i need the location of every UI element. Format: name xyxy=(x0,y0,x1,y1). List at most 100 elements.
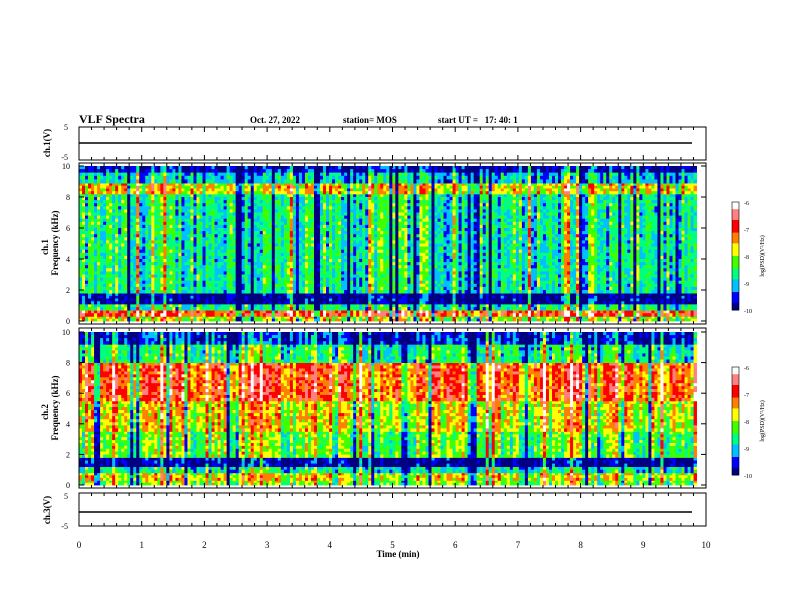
spectrogram-cell xyxy=(127,228,130,232)
spectrogram-cell xyxy=(651,304,654,308)
spectrogram-cell xyxy=(160,310,163,314)
spectrogram-cell xyxy=(591,316,594,319)
spectrogram-cell xyxy=(242,206,245,210)
spectrogram-cell xyxy=(606,231,609,235)
spectrogram-cell xyxy=(296,203,299,207)
spectrogram-cell xyxy=(392,222,395,226)
spectrogram-cell xyxy=(419,299,422,302)
spectrogram-cell xyxy=(317,301,320,304)
spectrogram-cell xyxy=(236,313,239,317)
spectrogram-cell xyxy=(480,299,483,302)
spectrogram-cell xyxy=(383,304,386,308)
spectrogram-cell xyxy=(227,234,230,238)
spectrogram-cell xyxy=(398,310,401,314)
spectrogram-cell xyxy=(103,206,106,210)
spectrogram-cell xyxy=(263,213,266,217)
spectrogram-cell xyxy=(365,200,368,204)
spectrogram-cell xyxy=(227,203,230,207)
spectrogram-cell xyxy=(293,203,296,207)
spectrogram-cell xyxy=(462,304,465,308)
spectrogram-cell xyxy=(666,209,669,213)
spectrogram-cell xyxy=(115,293,118,296)
spectrogram-cell xyxy=(591,293,594,296)
spectrogram-cell xyxy=(579,301,582,304)
spectrogram-cell xyxy=(130,310,133,314)
spectrogram-cell xyxy=(676,222,679,226)
spectrogram-cell xyxy=(209,293,212,296)
spectrogram-cell xyxy=(196,313,199,317)
spectrogram-cell xyxy=(465,203,468,207)
spectrogram-cell xyxy=(124,296,127,299)
spectrogram-cell xyxy=(648,206,651,210)
spectrogram-cell xyxy=(398,209,401,213)
spectrogram-cell xyxy=(338,307,341,311)
spectrogram-cell xyxy=(169,213,172,217)
spectrogram-cell xyxy=(254,197,257,201)
spectrogram-cell xyxy=(428,197,431,201)
spectrogram-cell xyxy=(682,213,685,217)
spectrogram-cell xyxy=(624,304,627,308)
spectrogram-cell xyxy=(139,216,142,220)
spectrogram-cell xyxy=(447,209,450,213)
spectrogram-cell xyxy=(269,293,272,296)
spectrogram-cell xyxy=(196,219,199,223)
spectrogram-cell xyxy=(401,225,404,229)
spectrogram-cell xyxy=(576,219,579,223)
spectrogram-cell xyxy=(468,222,471,226)
spectrogram-cell xyxy=(245,231,248,235)
spectrogram-cell xyxy=(588,219,591,223)
spectrogram-cell xyxy=(362,301,365,304)
spectrogram-cell xyxy=(332,216,335,220)
spectrogram-cell xyxy=(299,200,302,204)
spectrogram-cell xyxy=(651,313,654,317)
spectrogram-cell xyxy=(477,307,480,311)
spectrogram-cell xyxy=(248,213,251,217)
spectrogram-cell xyxy=(525,194,528,198)
spectrogram-cell xyxy=(203,228,206,232)
spectrogram-cell xyxy=(657,209,660,213)
spectrogram-cell xyxy=(326,209,329,213)
spectrogram-cell xyxy=(389,316,392,319)
spectrogram-cell xyxy=(350,219,353,223)
spectrogram-cell xyxy=(495,231,498,235)
spectrogram-cell xyxy=(242,225,245,229)
spectrogram-cell xyxy=(374,203,377,207)
spectrogram-cell xyxy=(453,231,456,235)
spectrogram-cell xyxy=(573,200,576,204)
spectrogram-cell xyxy=(154,197,157,201)
spectrogram-cell xyxy=(648,222,651,226)
spectrogram-cell xyxy=(688,216,691,220)
spectrogram-cell xyxy=(230,206,233,210)
spectrogram-cell xyxy=(522,194,525,198)
spectrogram-cell xyxy=(657,307,660,311)
spectrogram-cell xyxy=(356,307,359,311)
spectrogram-cell xyxy=(380,310,383,314)
spectrogram-cell xyxy=(100,222,103,226)
spectrogram-cell xyxy=(233,307,236,311)
spectrogram-cell xyxy=(91,234,94,238)
spectrogram-cell xyxy=(579,307,582,311)
spectrogram-cell xyxy=(398,219,401,223)
spectrogram-cell xyxy=(666,301,669,304)
spectrogram-cell xyxy=(543,197,546,201)
spectrogram-cell xyxy=(359,213,362,217)
spectrogram-cell xyxy=(254,206,257,210)
spectrogram-cell xyxy=(534,307,537,311)
spectrogram-cell xyxy=(151,316,154,319)
spectrogram-cell xyxy=(148,299,151,302)
spectrogram-cell xyxy=(691,307,694,311)
spectrogram-cell xyxy=(606,296,609,299)
spectrogram-cell xyxy=(657,228,660,232)
spectrogram-cell xyxy=(127,213,130,217)
spectrogram-cell xyxy=(495,206,498,210)
spectrogram-cell xyxy=(374,293,377,296)
spectrogram-cell xyxy=(332,213,335,217)
spectrogram-cell xyxy=(100,310,103,314)
spectrogram-cell xyxy=(477,301,480,304)
spectrogram-cell xyxy=(112,203,115,207)
spectrogram-cell xyxy=(230,197,233,201)
spectrogram-cell xyxy=(118,301,121,304)
spectrogram-cell xyxy=(383,206,386,210)
spectrogram-cell xyxy=(558,296,561,299)
spectrogram-cell xyxy=(654,209,657,213)
